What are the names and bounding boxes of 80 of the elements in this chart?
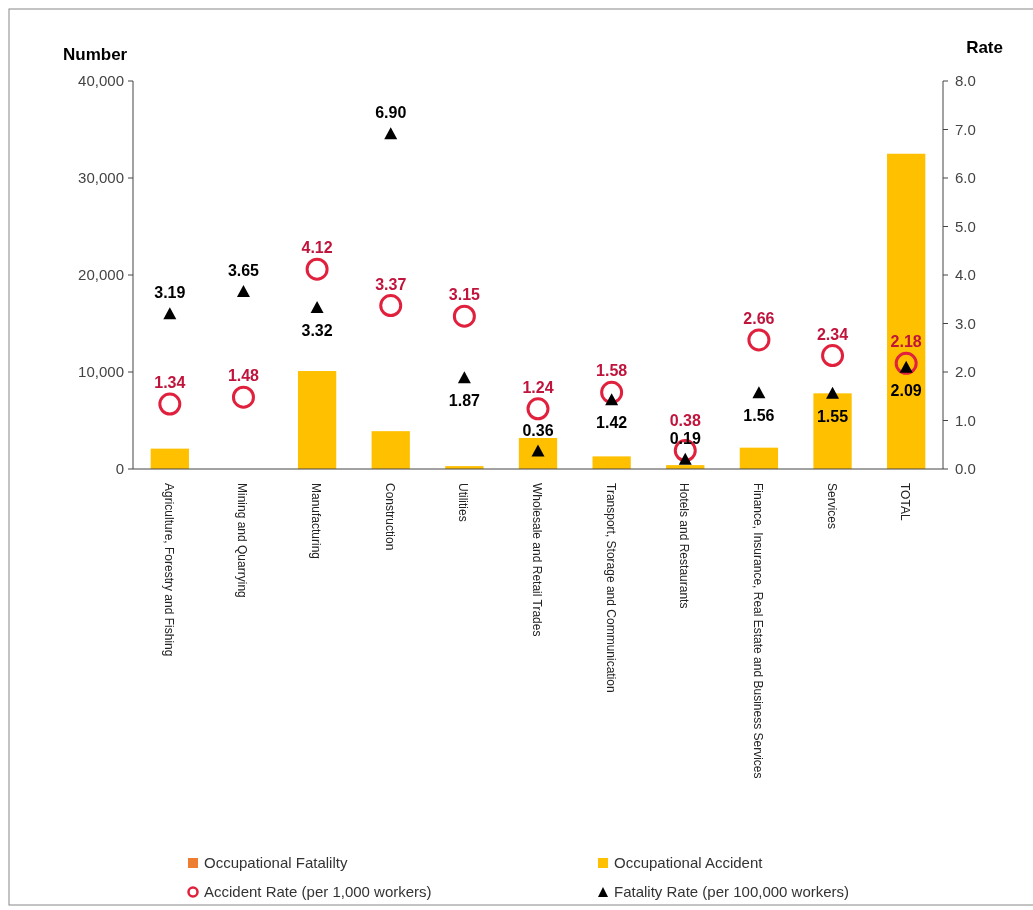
x-tick-label: Construction [382, 483, 397, 551]
y2-tick-label: 1.0 [955, 411, 976, 429]
x-tick-label: TOTAL [898, 483, 913, 521]
bar [518, 437, 558, 469]
point [452, 304, 476, 328]
point [305, 257, 329, 281]
x-tick-label: Transport, Storage and Communication [603, 483, 618, 693]
data-label: 2.18 [890, 333, 922, 351]
bar [150, 448, 189, 469]
x-tick-label: Agriculture, Forestry and Fishing [161, 483, 176, 657]
data-label: 2.66 [743, 309, 775, 327]
legend-label: Accident Rate (per 1,000 workers) [204, 883, 432, 900]
y-tick-label: 40,000 [78, 72, 124, 89]
data-label: 3.15 [448, 286, 481, 304]
point [384, 127, 398, 140]
bar [813, 393, 852, 469]
data-label: 1.48 [227, 367, 260, 385]
data-label: 1.58 [596, 362, 628, 380]
y-tick-label: 30,000 [78, 169, 124, 186]
data-label: 1.55 [816, 407, 849, 425]
data-label: 2.34 [816, 325, 849, 343]
x-tick-label: Hotels and Restaurants [677, 483, 692, 609]
y-tick-label: 10,000 [78, 363, 124, 380]
point [457, 371, 471, 384]
x-tick-label: Utilities [456, 483, 471, 522]
legend-label: Fatality Rate (per 100,000 workers) [614, 883, 850, 900]
data-label: 3.19 [154, 284, 186, 302]
data-label: 3.32 [301, 321, 333, 339]
y2-tick-label: 5.0 [955, 217, 976, 235]
point [678, 452, 692, 465]
point [310, 300, 324, 313]
x-tick-label: Manufacturing [309, 483, 324, 560]
bar [297, 371, 337, 469]
x-tick-label: Services [824, 483, 839, 530]
y-tick-label: 0 [115, 460, 124, 477]
y2-tick-label: 7.0 [955, 120, 976, 138]
point [894, 351, 918, 375]
data-label: 1.24 [522, 378, 554, 396]
data-label: 0.38 [669, 411, 701, 429]
data-label: 0.19 [669, 429, 701, 447]
bar [371, 431, 410, 469]
data-label: 1.56 [743, 407, 775, 425]
x-tick-label: Wholesale and Retail Trades [530, 483, 544, 637]
x-tick-label: Finance, Insurance, Real Estate and Business Services [750, 483, 765, 779]
data-label: 3.37 [375, 275, 407, 293]
point [379, 294, 403, 318]
y2-tick-label: 4.0 [955, 266, 976, 283]
x-tick-label: Mining and Quarrying [235, 483, 250, 598]
legend-label: Occupational Fatalilty [204, 854, 348, 871]
y2-tick-label: 6.0 [955, 169, 976, 186]
point [752, 386, 766, 399]
y2-tick-label: 2.0 [955, 363, 976, 380]
point [526, 397, 550, 421]
y2-tick-label: 3.0 [955, 314, 976, 332]
point [821, 344, 845, 368]
point [236, 284, 250, 297]
y-axis-title: Number [63, 45, 128, 64]
legend-label: Occupational Accident [614, 854, 764, 871]
point [826, 386, 840, 399]
data-label: 0.36 [522, 421, 554, 439]
point [747, 328, 771, 352]
point [163, 307, 177, 320]
point [158, 392, 182, 416]
point [605, 393, 619, 406]
point [600, 380, 624, 404]
data-label: 1.42 [596, 414, 628, 432]
data-label: 1.34 [154, 374, 186, 392]
data-label: 3.65 [227, 261, 260, 279]
data-label: 1.87 [448, 392, 481, 410]
data-label: 2.09 [890, 381, 922, 399]
data-label: 6.90 [375, 104, 407, 122]
y2-tick-label: 0.0 [955, 460, 976, 477]
y2-tick-label: 8.0 [955, 72, 976, 89]
bar [887, 153, 926, 469]
bar [592, 456, 631, 469]
y2-axis-title: Rate [966, 38, 1003, 57]
bar [739, 447, 779, 469]
data-label: 4.12 [301, 239, 333, 257]
point [231, 385, 255, 409]
y-tick-label: 20,000 [78, 266, 124, 283]
